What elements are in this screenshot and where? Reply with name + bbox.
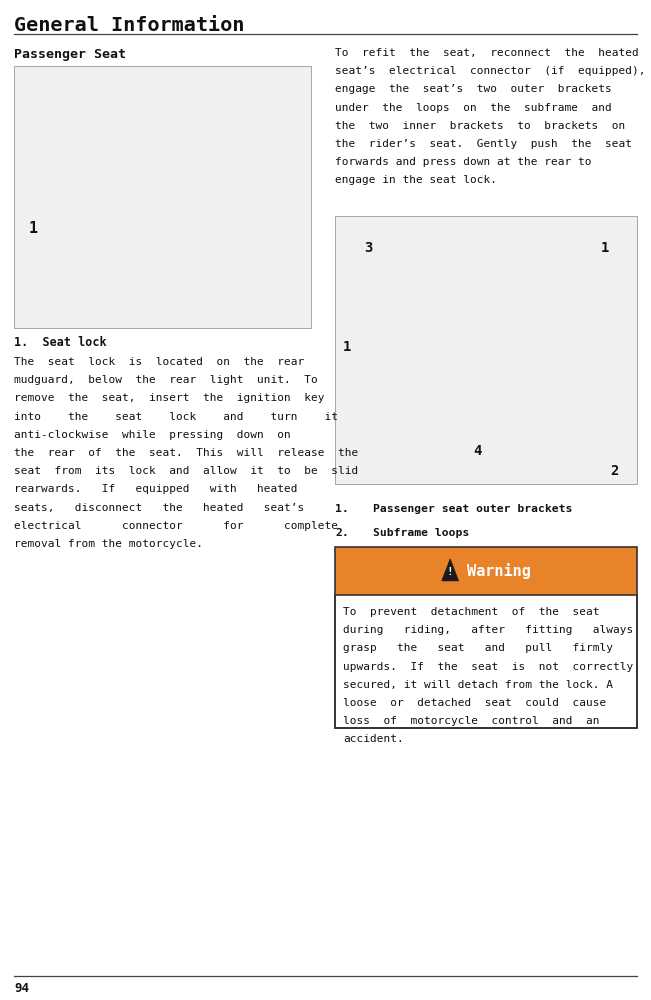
Text: seats,   disconnect   the   heated   seat’s: seats, disconnect the heated seat’s <box>14 503 305 513</box>
FancyBboxPatch shape <box>14 66 311 328</box>
Text: Rider seat brackets: Rider seat brackets <box>373 576 504 586</box>
Text: remove  the  seat,  insert  the  ignition  key: remove the seat, insert the ignition key <box>14 393 325 403</box>
Text: grasp   the   seat   and   pull   firmly: grasp the seat and pull firmly <box>343 643 613 653</box>
Text: Subframe loops: Subframe loops <box>373 528 469 538</box>
Text: the  two  inner  brackets  to  brackets  on: the two inner brackets to brackets on <box>335 121 626 131</box>
Text: the  rear  of  the  seat.  This  will  release  the: the rear of the seat. This will release … <box>14 448 359 458</box>
Text: Passenger seat outer brackets: Passenger seat outer brackets <box>373 504 572 514</box>
Text: into    the    seat    lock    and    turn    it: into the seat lock and turn it <box>14 412 339 422</box>
Text: To  refit  the  seat,  reconnect  the  heated: To refit the seat, reconnect the heated <box>335 48 639 58</box>
Text: rearwards.   If   equipped   with   heated: rearwards. If equipped with heated <box>14 484 298 494</box>
Text: mudguard,  below  the  rear  light  unit.  To: mudguard, below the rear light unit. To <box>14 375 318 385</box>
Text: Warning: Warning <box>467 563 531 579</box>
Text: loss  of  motorcycle  control  and  an: loss of motorcycle control and an <box>343 716 600 726</box>
Text: 1: 1 <box>601 241 609 255</box>
Text: 3: 3 <box>365 241 373 255</box>
Text: seat’s  electrical  connector  (if  equipped),: seat’s electrical connector (if equipped… <box>335 66 646 76</box>
Text: secured, it will detach from the lock. A: secured, it will detach from the lock. A <box>343 680 613 690</box>
Text: 2.: 2. <box>335 528 349 538</box>
Text: 4: 4 <box>473 444 481 458</box>
Text: 1.: 1. <box>335 504 349 514</box>
Text: 3.: 3. <box>335 552 349 562</box>
Text: anti-clockwise  while  pressing  down  on: anti-clockwise while pressing down on <box>14 430 291 440</box>
Text: upwards.  If  the  seat  is  not  correctly: upwards. If the seat is not correctly <box>343 662 633 672</box>
Text: loose  or  detached  seat  could  cause: loose or detached seat could cause <box>343 698 606 708</box>
Text: engage in the seat lock.: engage in the seat lock. <box>335 175 497 185</box>
Text: 4.: 4. <box>335 576 349 586</box>
Text: accident.: accident. <box>343 734 404 744</box>
FancyBboxPatch shape <box>335 216 637 484</box>
Text: during   riding,   after   fitting   always: during riding, after fitting always <box>343 625 633 635</box>
FancyBboxPatch shape <box>335 547 637 595</box>
Polygon shape <box>441 559 458 581</box>
Text: The  seat  lock  is  located  on  the  rear: The seat lock is located on the rear <box>14 357 305 367</box>
Text: seat  from  its  lock  and  allow  it  to  be  slid: seat from its lock and allow it to be sl… <box>14 466 359 476</box>
Text: the  rider’s  seat.  Gently  push  the  seat: the rider’s seat. Gently push the seat <box>335 139 632 149</box>
Text: electrical      connector      for      complete: electrical connector for complete <box>14 521 339 531</box>
Text: forwards and press down at the rear to: forwards and press down at the rear to <box>335 157 592 167</box>
Text: 1.  Seat lock: 1. Seat lock <box>14 336 107 349</box>
Text: 94: 94 <box>14 982 29 995</box>
Text: 1: 1 <box>343 340 352 354</box>
Text: removal from the motorcycle.: removal from the motorcycle. <box>14 539 203 549</box>
Text: !: ! <box>447 567 454 577</box>
Text: 2: 2 <box>611 464 619 478</box>
Text: engage  the  seat’s  two  outer  brackets: engage the seat’s two outer brackets <box>335 84 612 94</box>
Text: General Information: General Information <box>14 16 245 35</box>
FancyBboxPatch shape <box>335 595 637 728</box>
Text: Passenger seat inner brackets: Passenger seat inner brackets <box>373 552 572 562</box>
Text: To  prevent  detachment  of  the  seat: To prevent detachment of the seat <box>343 607 600 617</box>
Text: Passenger Seat: Passenger Seat <box>14 48 126 61</box>
Text: under  the  loops  on  the  subframe  and: under the loops on the subframe and <box>335 103 612 113</box>
Text: 1: 1 <box>29 221 38 236</box>
